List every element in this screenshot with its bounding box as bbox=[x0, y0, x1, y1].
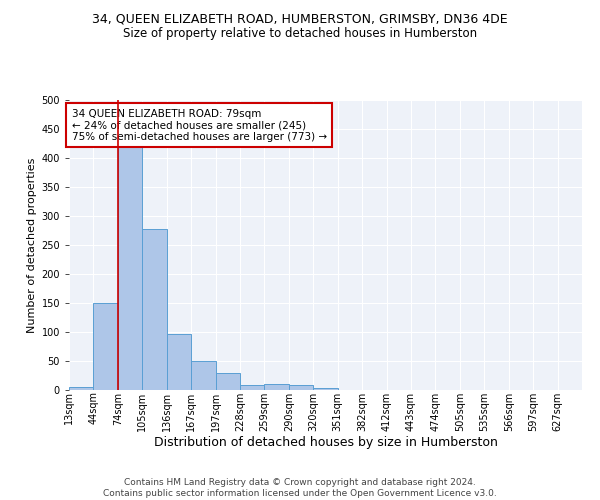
Text: 34 QUEEN ELIZABETH ROAD: 79sqm
← 24% of detached houses are smaller (245)
75% of: 34 QUEEN ELIZABETH ROAD: 79sqm ← 24% of … bbox=[71, 108, 326, 142]
Y-axis label: Number of detached properties: Number of detached properties bbox=[27, 158, 37, 332]
Bar bbox=[215, 373, 240, 390]
Bar bbox=[313, 388, 338, 390]
Bar bbox=[118, 146, 142, 390]
Text: Size of property relative to detached houses in Humberston: Size of property relative to detached ho… bbox=[123, 28, 477, 40]
Bar bbox=[240, 386, 265, 390]
Bar bbox=[167, 334, 191, 390]
Bar bbox=[142, 229, 167, 390]
Bar bbox=[289, 386, 313, 390]
Bar bbox=[191, 361, 215, 390]
Text: 34, QUEEN ELIZABETH ROAD, HUMBERSTON, GRIMSBY, DN36 4DE: 34, QUEEN ELIZABETH ROAD, HUMBERSTON, GR… bbox=[92, 12, 508, 26]
Bar bbox=[94, 303, 118, 390]
Text: Contains HM Land Registry data © Crown copyright and database right 2024.
Contai: Contains HM Land Registry data © Crown c… bbox=[103, 478, 497, 498]
Bar bbox=[69, 387, 94, 390]
X-axis label: Distribution of detached houses by size in Humberston: Distribution of detached houses by size … bbox=[154, 436, 497, 450]
Bar bbox=[265, 384, 289, 390]
